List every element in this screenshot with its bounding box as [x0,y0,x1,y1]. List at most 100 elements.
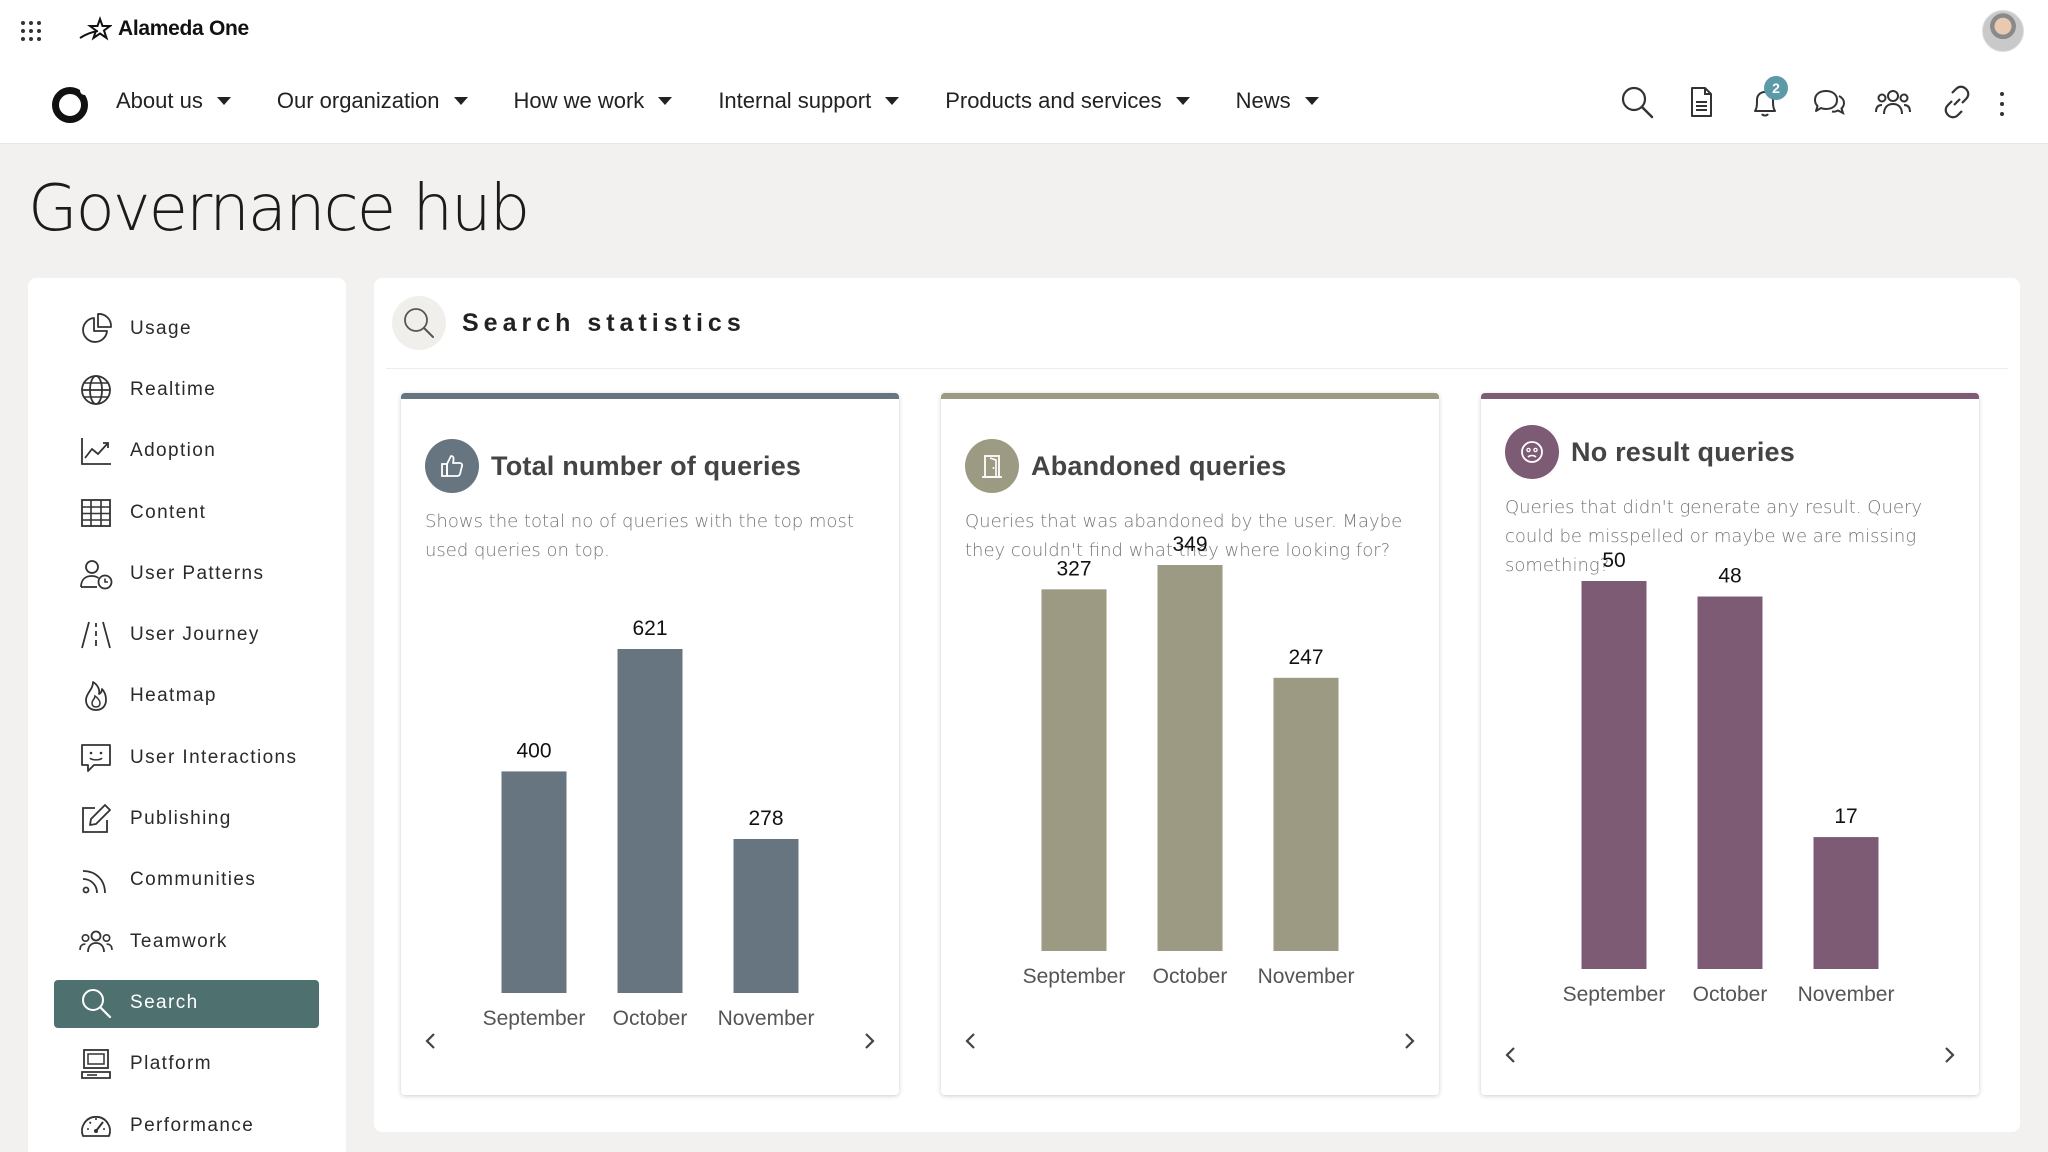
card-description: Queries that was abandoned by the user. … [965,511,1403,561]
card-header: No result queries [1505,425,1795,479]
page-title: Governance hub [28,172,530,246]
flame-icon [78,678,114,714]
table-icon [78,495,114,531]
home-logo-icon[interactable] [52,86,89,123]
bar-october[interactable] [1697,596,1763,969]
more-options-icon[interactable] [1998,92,2006,116]
gauge-icon [78,1108,114,1144]
nav-actions: 2 [1616,76,1978,122]
chevron-down-icon [658,97,673,105]
bar-september[interactable] [1041,589,1107,951]
card-total-queries: Total number of queries Shows the total … [401,393,899,1095]
card-description: Shows the total no of queries with the t… [425,511,854,561]
trend-chart-icon [78,433,114,469]
sidebar-item-user-interactions[interactable]: User Interactions [28,727,346,788]
next-arrow-icon[interactable] [1939,1045,1959,1065]
bar-chart: 327 September 349 October 247 November [941,533,1439,1001]
category-label: September [1023,965,1126,988]
bar-september[interactable] [501,771,567,993]
chevron-down-icon [885,97,900,105]
sidebar-item-usage[interactable]: Usage [28,298,346,359]
sidebar-item-publishing[interactable]: Publishing [28,788,346,849]
data-label: 247 [1288,646,1323,669]
data-label: 50 [1602,549,1625,572]
nav-item-how-we-work[interactable]: How we work [514,88,673,114]
user-clock-icon [78,556,114,592]
globe-icon [78,372,114,408]
card-title: Total number of queries [491,450,802,481]
sidebar-item-user-journey[interactable]: User Journey [28,604,346,665]
previous-arrow-icon[interactable] [961,1031,981,1051]
card-header: Total number of queries [425,439,801,493]
team-icon [78,924,114,960]
previous-arrow-icon[interactable] [1501,1045,1521,1065]
next-arrow-icon[interactable] [1399,1031,1419,1051]
section-header: Search statistics [392,296,746,350]
search-icon[interactable] [1616,82,1658,122]
sidebar-item-user-patterns[interactable]: User Patterns [28,543,346,604]
category-label: October [1693,983,1768,1006]
brand[interactable]: Alameda One [78,16,249,42]
road-icon [78,617,114,653]
bar-chart: 50 September 48 October 17 November [1481,549,1979,1019]
sidebar-item-search[interactable]: Search [28,972,346,1033]
category-label: November [718,1007,815,1030]
sad-face-icon [1505,425,1559,479]
brand-name: Alameda One [118,17,249,40]
bar-november[interactable] [733,839,799,993]
pie-chart-icon [78,311,114,347]
app-launcher-icon[interactable] [20,20,42,42]
bar-november[interactable] [1273,677,1339,951]
people-icon[interactable] [1872,82,1914,122]
next-arrow-icon[interactable] [859,1031,879,1051]
chevron-down-icon [216,97,231,105]
search-statistics-panel: Search statistics Total number of querie… [374,278,2020,1132]
category-label: October [613,1007,688,1030]
user-avatar[interactable] [1982,10,2024,52]
sidebar-item-communities[interactable]: Communities [28,850,346,911]
chat-icon[interactable] [1808,82,1850,122]
notification-bell-icon[interactable]: 2 [1744,76,1788,122]
bar-october[interactable] [617,649,683,993]
category-label: October [1153,965,1228,988]
platform-icon [78,1046,114,1082]
nav-item-news[interactable]: News [1236,88,1319,114]
sidebar-item-performance[interactable]: Performance [28,1095,346,1152]
previous-arrow-icon[interactable] [421,1031,441,1051]
nav-item-about-us[interactable]: About us [116,88,231,114]
card-title: No result queries [1571,436,1795,467]
brand-logo-icon [79,16,112,41]
card-header: Abandoned queries [965,439,1286,493]
chevron-down-icon [453,97,468,105]
category-label: September [1563,983,1666,1006]
nav-item-our-organization[interactable]: Our organization [277,88,468,114]
link-icon[interactable] [1936,82,1978,122]
sidebar-item-platform[interactable]: Platform [28,1034,346,1095]
sidebar-item-adoption[interactable]: Adoption [28,421,346,482]
data-label: 48 [1718,565,1741,588]
bar-november[interactable] [1813,837,1879,969]
chat-smile-icon [78,740,114,776]
nav-item-internal-support[interactable]: Internal support [718,88,900,114]
data-label: 621 [632,617,667,640]
category-label: November [1258,965,1355,988]
thumbs-up-icon [425,439,479,493]
sidebar-item-realtime[interactable]: Realtime [28,359,346,420]
main-navigation: About us Our organization How we work In… [0,60,2048,144]
section-title: Search statistics [462,308,746,337]
sidebar-item-content[interactable]: Content [28,482,346,543]
data-label: 400 [516,739,551,762]
edit-icon [78,801,114,837]
sidebar-item-teamwork[interactable]: Teamwork [28,911,346,972]
document-icon[interactable] [1680,82,1722,122]
chart-svg: 50 September 48 October 17 November [1563,549,1895,1006]
data-label: 278 [748,807,783,830]
nav-item-products-and-services[interactable]: Products and services [945,88,1190,114]
rss-icon [78,862,114,898]
section-divider [386,368,2008,369]
bar-september[interactable] [1581,581,1647,969]
data-label: 349 [1172,533,1207,556]
chart-svg: 400 September 621 October 278 November [483,617,815,1030]
bar-october[interactable] [1157,565,1223,951]
sidebar-item-heatmap[interactable]: Heatmap [28,666,346,727]
